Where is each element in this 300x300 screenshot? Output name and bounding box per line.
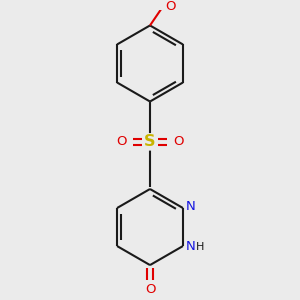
Text: N: N bbox=[186, 200, 195, 213]
Text: N: N bbox=[186, 240, 195, 253]
Text: S: S bbox=[144, 134, 156, 149]
Text: O: O bbox=[117, 135, 127, 148]
Text: O: O bbox=[173, 135, 183, 148]
Text: H: H bbox=[196, 242, 204, 252]
Text: O: O bbox=[166, 0, 176, 13]
Text: O: O bbox=[145, 283, 155, 296]
